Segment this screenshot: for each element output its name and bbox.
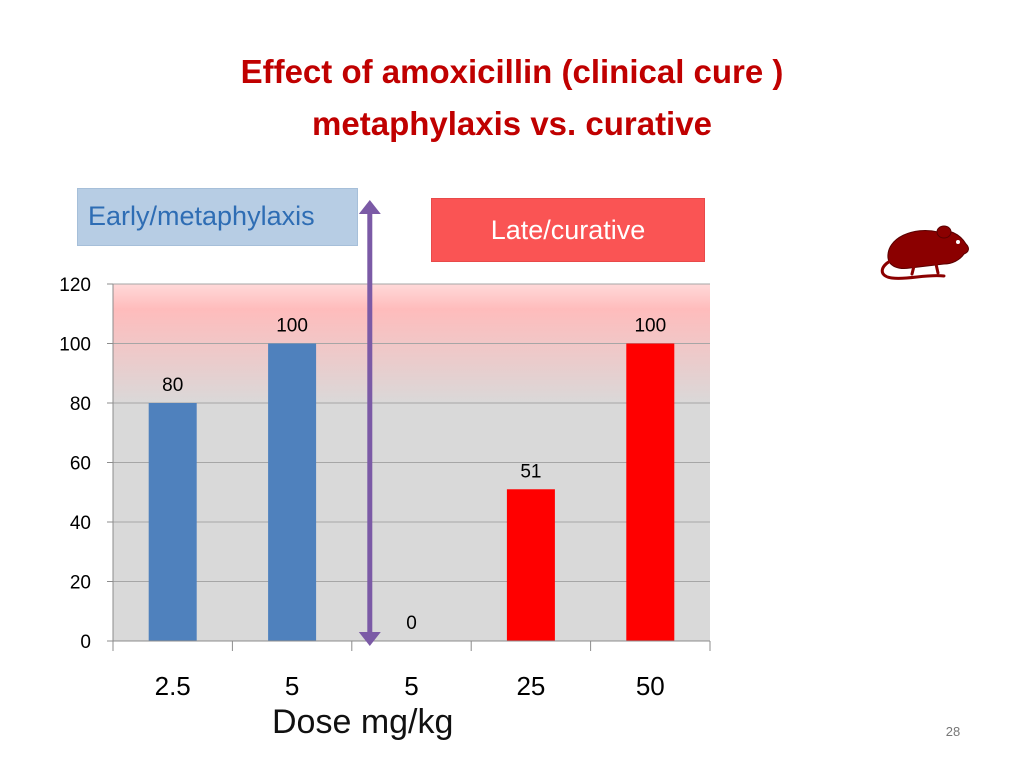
y-tick-label: 100	[59, 335, 91, 356]
y-tick-label: 80	[70, 394, 91, 415]
data-label-2: 100	[276, 316, 308, 337]
bar-1	[148, 403, 197, 641]
bar-5	[626, 343, 675, 641]
y-tick-label: 0	[80, 632, 91, 653]
x-tick-label: 25	[516, 671, 545, 701]
x-tick-label: 5	[285, 671, 299, 701]
late-curative-label: Late/curative	[431, 198, 705, 262]
x-tick-label: 5	[404, 671, 418, 701]
y-tick-label: 20	[70, 573, 91, 594]
x-tick-label: 2.5	[155, 671, 191, 701]
bar-2	[268, 343, 317, 641]
data-label-5: 100	[634, 316, 666, 337]
y-tick-label: 120	[59, 275, 91, 296]
divider-arrow-head-top	[358, 200, 381, 214]
bar-4	[506, 489, 555, 641]
slide-title: Effect of amoxicillin (clinical cure ) m…	[0, 46, 1024, 150]
slide-title-line-2: metaphylaxis vs. curative	[312, 105, 712, 142]
data-label-4: 51	[520, 461, 541, 482]
slide-number: 28	[945, 724, 961, 739]
slide-title-line-1: Effect of amoxicillin (clinical cure )	[240, 53, 784, 90]
y-tick-label: 40	[70, 513, 91, 534]
x-tick-label: 50	[636, 671, 665, 701]
rat-icon	[880, 225, 969, 280]
x-axis-title: Dose mg/kg	[272, 703, 454, 741]
y-tick-label: 60	[70, 454, 91, 475]
early-metaphylaxis-label: Early/metaphylaxis	[77, 188, 358, 246]
data-label-3: 0	[406, 613, 417, 634]
data-label-1: 80	[162, 375, 183, 396]
divider-arrow-head-bottom	[358, 632, 381, 646]
